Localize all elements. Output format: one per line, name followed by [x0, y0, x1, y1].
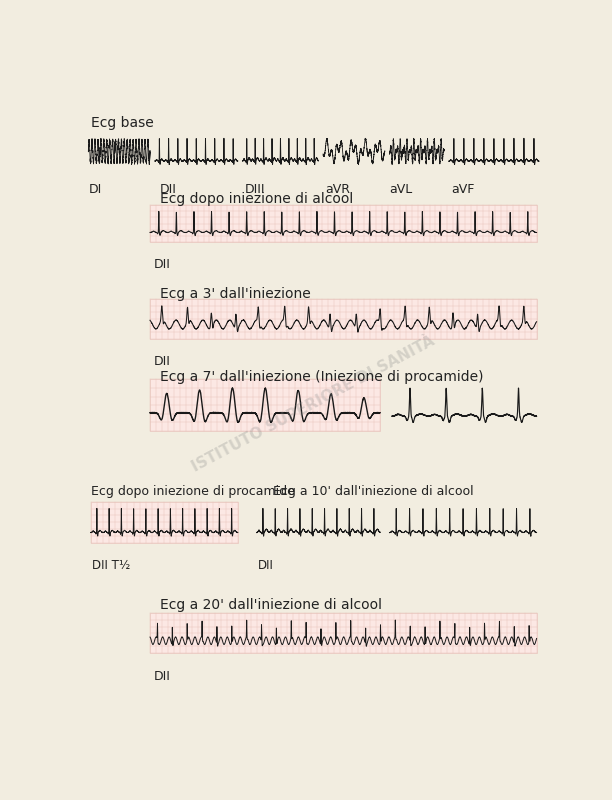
- Text: Ecg a 10' dall'iniezione di alcool: Ecg a 10' dall'iniezione di alcool: [274, 486, 474, 498]
- Text: DII: DII: [154, 670, 170, 683]
- Bar: [150, 614, 537, 653]
- Text: DII T½: DII T½: [92, 558, 130, 572]
- Bar: [91, 502, 238, 543]
- Bar: [150, 299, 537, 338]
- Text: aVL: aVL: [390, 183, 412, 197]
- Text: Ecg a 3' dall'iniezione: Ecg a 3' dall'iniezione: [160, 287, 310, 301]
- Text: DIII: DIII: [245, 183, 266, 197]
- Text: DI: DI: [88, 183, 102, 197]
- Bar: [150, 379, 380, 431]
- Text: DII: DII: [258, 558, 274, 572]
- Bar: [150, 205, 537, 242]
- Text: DII: DII: [160, 183, 176, 197]
- Text: DII: DII: [154, 258, 170, 271]
- Text: Ecg base: Ecg base: [91, 116, 154, 130]
- Text: Ecg a 20' dall'iniezione di alcool: Ecg a 20' dall'iniezione di alcool: [160, 598, 381, 612]
- Text: Ecg a 7' dall'iniezione (Iniezione di procamide): Ecg a 7' dall'iniezione (Iniezione di pr…: [160, 370, 483, 383]
- Text: Ecg dopo iniezione di procamide: Ecg dopo iniezione di procamide: [91, 486, 294, 498]
- Text: aVF: aVF: [451, 183, 474, 197]
- Text: Ecg dopo iniezione di alcool: Ecg dopo iniezione di alcool: [160, 192, 353, 206]
- Text: ISTITUTO SUPERIORE DI SANITÀ: ISTITUTO SUPERIORE DI SANITÀ: [190, 334, 438, 474]
- Text: DII: DII: [154, 354, 170, 368]
- Text: aVR: aVR: [326, 183, 351, 197]
